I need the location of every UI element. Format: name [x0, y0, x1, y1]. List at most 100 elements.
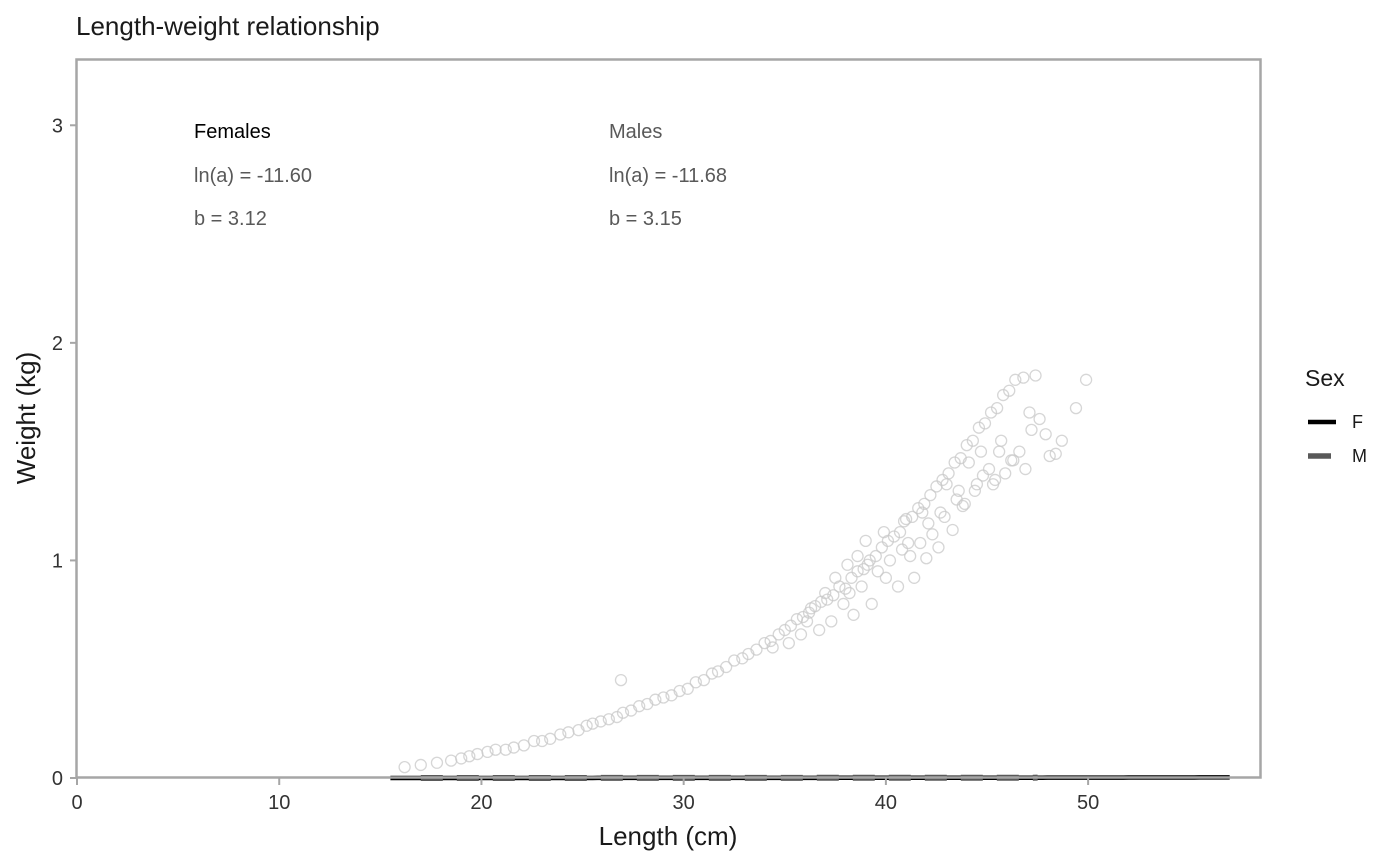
data-point: [821, 593, 834, 606]
data-point: [926, 528, 939, 541]
data-point: [956, 499, 969, 513]
data-point: [952, 484, 965, 497]
data-point: [1049, 447, 1062, 460]
data-point: [995, 434, 1008, 447]
data-point: [984, 406, 998, 419]
data-point: [958, 497, 971, 511]
data-point: [966, 434, 979, 447]
data-point: [976, 469, 990, 482]
scatter-points: [398, 369, 1093, 774]
data-point: [1055, 434, 1068, 447]
males-b: b = 3.15: [609, 208, 682, 230]
data-point: [865, 597, 878, 611]
legend-label-m: M: [1352, 446, 1367, 466]
data-point: [851, 565, 864, 578]
data-point: [790, 613, 804, 626]
data-point: [764, 634, 777, 648]
data-point: [499, 743, 512, 756]
data-point: [602, 713, 615, 726]
data-point: [899, 512, 913, 526]
data-point: [978, 417, 992, 430]
data-point: [916, 506, 929, 519]
data-point: [936, 473, 949, 487]
data-point: [912, 502, 925, 515]
data-point: [804, 602, 818, 615]
data-point: [877, 525, 891, 539]
females-annotation: Females ln(a) = -11.60 b = 3.12: [194, 121, 312, 230]
data-point: [517, 739, 531, 752]
data-point: [750, 643, 763, 656]
data-point: [827, 589, 840, 602]
data-point: [1033, 412, 1046, 426]
data-point: [932, 541, 945, 554]
data-point: [819, 586, 832, 600]
data-point: [914, 536, 927, 550]
data-point: [940, 478, 953, 491]
data-point: [883, 554, 897, 567]
males-ln-a: ln(a) = -11.68: [609, 165, 727, 187]
data-point: [796, 610, 810, 624]
legend-title: Sex: [1305, 365, 1345, 391]
data-point: [736, 652, 749, 665]
data-point: [845, 571, 858, 584]
data-point: [689, 676, 702, 689]
data-point: [586, 717, 599, 730]
data-point: [527, 734, 541, 748]
data-point: [1009, 373, 1022, 386]
data-point: [999, 467, 1012, 480]
data-point: [897, 515, 911, 528]
data-point: [1029, 369, 1042, 382]
data-point: [800, 615, 814, 628]
chart-title: Length-weight relationship: [76, 11, 380, 41]
data-point: [982, 462, 996, 476]
x-axis-title: Length (cm): [599, 821, 738, 851]
data-point: [782, 636, 795, 650]
data-point: [649, 693, 662, 706]
data-point: [968, 484, 982, 497]
data-point: [507, 741, 520, 754]
data-point: [594, 715, 607, 728]
data-point: [657, 691, 670, 704]
data-point: [962, 456, 975, 469]
data-point: [1039, 428, 1052, 441]
data-point: [938, 510, 951, 524]
data-point: [861, 558, 874, 571]
data-point: [908, 571, 921, 584]
data-point: [934, 506, 947, 519]
data-point: [825, 615, 838, 628]
data-point: [1005, 454, 1018, 467]
data-point: [992, 445, 1006, 458]
data-point: [1013, 445, 1026, 458]
data-point: [580, 719, 593, 732]
x-axis-ticks: 0 10 20 30 40 50: [71, 778, 1099, 814]
data-point: [1019, 462, 1032, 476]
data-point: [871, 565, 884, 578]
data-point: [857, 562, 870, 576]
y-tick-label: 1: [52, 550, 63, 572]
data-point: [794, 628, 808, 641]
data-point: [489, 743, 502, 756]
data-point: [960, 438, 973, 452]
x-tick-label: 20: [470, 792, 492, 814]
data-point: [778, 623, 791, 637]
data-point: [988, 473, 1002, 487]
data-point: [930, 480, 943, 493]
data-point: [1003, 384, 1016, 397]
data-point: [471, 747, 484, 761]
data-point: [1025, 423, 1038, 437]
data-point: [1043, 449, 1056, 463]
data-point: [875, 541, 888, 554]
x-tick-label: 50: [1077, 792, 1099, 814]
data-point: [948, 456, 961, 469]
data-point: [841, 558, 854, 571]
data-point: [891, 580, 905, 593]
females-ln-a: ln(a) = -11.60: [194, 165, 312, 187]
data-point: [879, 571, 893, 584]
data-point: [784, 619, 797, 632]
data-point: [772, 628, 785, 641]
females-heading: Females: [194, 121, 271, 143]
data-point: [681, 682, 694, 695]
data-point: [997, 388, 1010, 402]
data-point: [697, 673, 711, 687]
